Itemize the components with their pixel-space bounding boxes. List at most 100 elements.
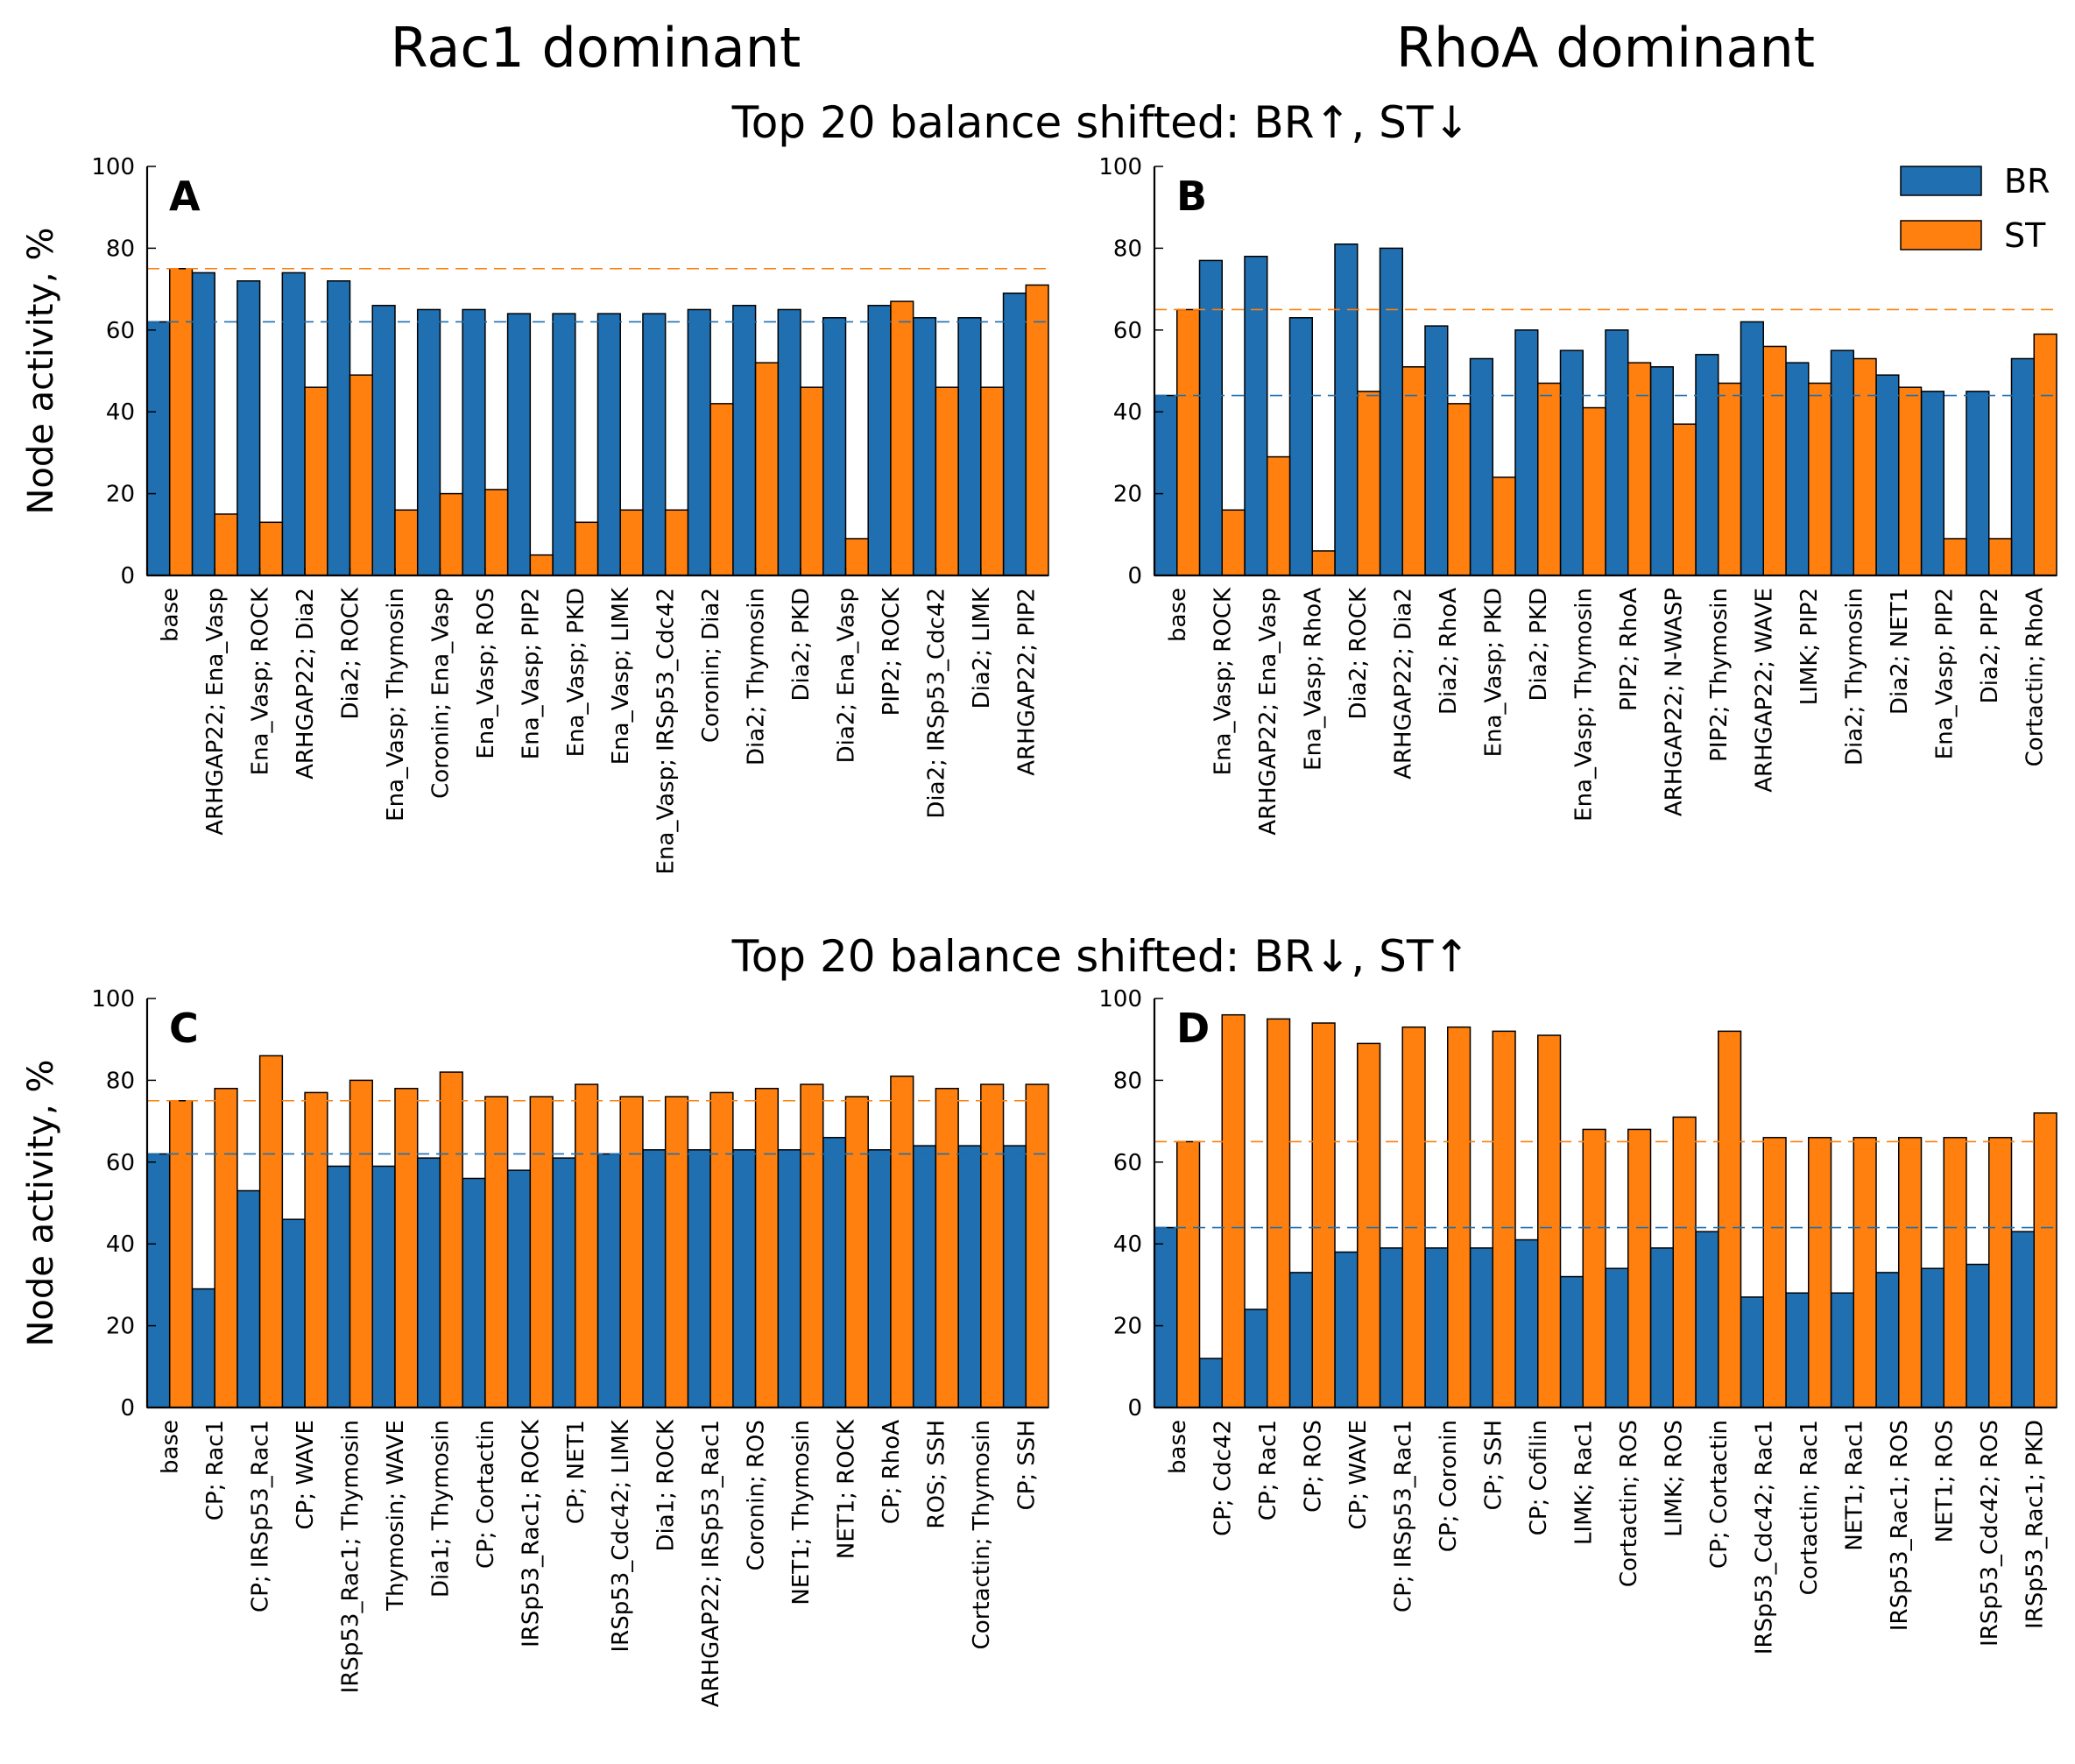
- bar-br: [1649, 1247, 1674, 1408]
- row-title-top: Top 20 balance shifted: BR↑, ST↓: [731, 97, 1471, 148]
- bar-st: [349, 374, 373, 576]
- bar-br: [1830, 1292, 1854, 1408]
- x-tick-label: NET1; ROS: [1931, 1420, 1958, 1542]
- bar-st: [1267, 1018, 1291, 1408]
- x-tick-label: CP; SSH: [1013, 1420, 1040, 1510]
- bar-st: [1898, 1137, 1923, 1408]
- bar-br: [1154, 1226, 1178, 1408]
- y-tick-label: 40: [1113, 399, 1142, 426]
- x-tick-label: ARHGAP22; WAVE: [1751, 588, 1777, 793]
- x-tick-label: Dia2; LIMK: [969, 587, 995, 709]
- column-title-right: RhoA dominant: [1396, 16, 1815, 80]
- bar-st: [1808, 382, 1832, 576]
- bar-st: [1025, 284, 1049, 576]
- x-tick-label: Ena_Vasp; PKD: [1480, 588, 1507, 757]
- y-tick-label: 100: [1098, 154, 1142, 180]
- bar-br: [1740, 1296, 1764, 1408]
- bar-st: [1853, 357, 1877, 576]
- bar-st: [529, 1096, 554, 1408]
- bar-st: [1357, 391, 1381, 576]
- bar-st: [980, 1083, 1005, 1408]
- bar-st: [1311, 550, 1336, 576]
- bar-br: [1559, 1275, 1584, 1408]
- panel-c-chart: 0 20 40 60 80 100 base CP; Rac1 CP; IRSp53_Rac1 C…: [21, 986, 1049, 1707]
- bar-st: [1988, 538, 2013, 576]
- bar-br: [1966, 391, 1990, 576]
- bar-st: [304, 1091, 328, 1408]
- y-tick-label: 80: [1113, 236, 1142, 262]
- bar-br: [146, 321, 171, 576]
- bar-br: [1785, 1292, 1810, 1408]
- x-tick-label: IRSp53_Cdc42; Rac1: [1751, 1420, 1777, 1655]
- bar-br: [327, 280, 351, 576]
- x-tick-label: LIMK; ROS: [1661, 1420, 1687, 1537]
- y-tick-label: 0: [120, 1395, 135, 1422]
- x-tick-label: base: [1165, 588, 1191, 642]
- x-tick-label: Dia2; Thymosin: [1841, 588, 1867, 766]
- bar-br: [867, 305, 892, 576]
- legend-label-br: BR: [2004, 162, 2050, 201]
- x-tick-label: Dia2; Ena_Vasp: [833, 588, 859, 763]
- bar-br: [1830, 349, 1854, 576]
- bar-br: [1424, 1247, 1449, 1408]
- bar-st: [304, 386, 328, 576]
- column-title-left: Rac1 dominant: [391, 16, 801, 80]
- bar-st: [214, 1087, 238, 1408]
- x-tick-label: PIP2; Thymosin: [1706, 588, 1733, 762]
- bar-st: [1988, 1137, 2013, 1408]
- x-tick-label: Ena_Vasp; PKD: [563, 588, 589, 757]
- x-tick-label: CP; IRSp53_Rac1: [1390, 1420, 1416, 1612]
- bar-st: [1176, 1140, 1201, 1408]
- bar-st: [1357, 1042, 1381, 1408]
- bar-st: [935, 386, 959, 576]
- bar-st: [709, 403, 734, 576]
- bar-br: [462, 308, 486, 576]
- y-tick-label: 60: [1113, 318, 1142, 344]
- bar-st: [394, 1087, 419, 1408]
- x-tick-label: ARHGAP22; Ena_Vasp: [202, 588, 229, 836]
- x-tick-label: Cortactin; Thymosin: [969, 1420, 995, 1649]
- bar-br: [506, 1169, 532, 1408]
- bar-br: [1244, 1309, 1268, 1408]
- bar-st: [980, 386, 1005, 576]
- bar-br: [1649, 366, 1674, 576]
- bar-st: [1221, 509, 1246, 576]
- y-tick-label: 20: [106, 1314, 135, 1340]
- bar-st: [1672, 423, 1697, 576]
- bar-br: [1424, 325, 1449, 576]
- x-tick-label: ARHGAP22; Dia2: [1390, 588, 1416, 780]
- x-tick-label: PIP2; RhoA: [1616, 588, 1642, 711]
- y-tick-label: 40: [106, 399, 135, 426]
- bar-br: [236, 1189, 261, 1408]
- x-tick-label: CP; IRSp53_Rac1: [248, 1420, 274, 1612]
- bar-st: [1401, 366, 1426, 576]
- panel-letter: C: [169, 1005, 199, 1052]
- bar-st: [258, 521, 284, 576]
- x-tick-label: Thymosin; WAVE: [383, 1420, 409, 1612]
- x-tick-label: ARHGAP22; Dia2: [293, 588, 319, 780]
- bar-br: [1920, 391, 1944, 576]
- bar-st: [1898, 386, 1923, 576]
- bar-br: [1469, 1247, 1493, 1408]
- x-tick-label: Ena_Vasp; ROS: [473, 588, 499, 759]
- y-tick-label: 20: [1113, 1314, 1142, 1340]
- bar-st: [890, 1075, 914, 1408]
- bar-st: [484, 1096, 509, 1408]
- x-tick-label: Ena_Vasp; ROCK: [248, 587, 274, 775]
- x-tick-label: IRSp53_Rac1; ROS: [1887, 1420, 1913, 1631]
- x-tick-label: PIP2; ROCK: [879, 587, 905, 716]
- y-tick-label: 60: [1113, 1150, 1142, 1176]
- y-axis-label: Node activity, %: [21, 1060, 61, 1347]
- bar-br: [236, 280, 261, 576]
- bar-br: [327, 1165, 351, 1408]
- x-tick-label: IRSp53_Cdc42; LIMK: [608, 1419, 634, 1652]
- bar-st: [754, 1087, 780, 1408]
- bar-br: [552, 1157, 576, 1408]
- bar-st: [2033, 333, 2057, 576]
- bar-st: [1853, 1137, 1877, 1408]
- bar-br: [687, 308, 711, 576]
- y-tick-label: 20: [1113, 482, 1142, 508]
- bar-st: [349, 1079, 373, 1408]
- bar-br: [1695, 354, 1719, 576]
- bar-br: [732, 305, 757, 576]
